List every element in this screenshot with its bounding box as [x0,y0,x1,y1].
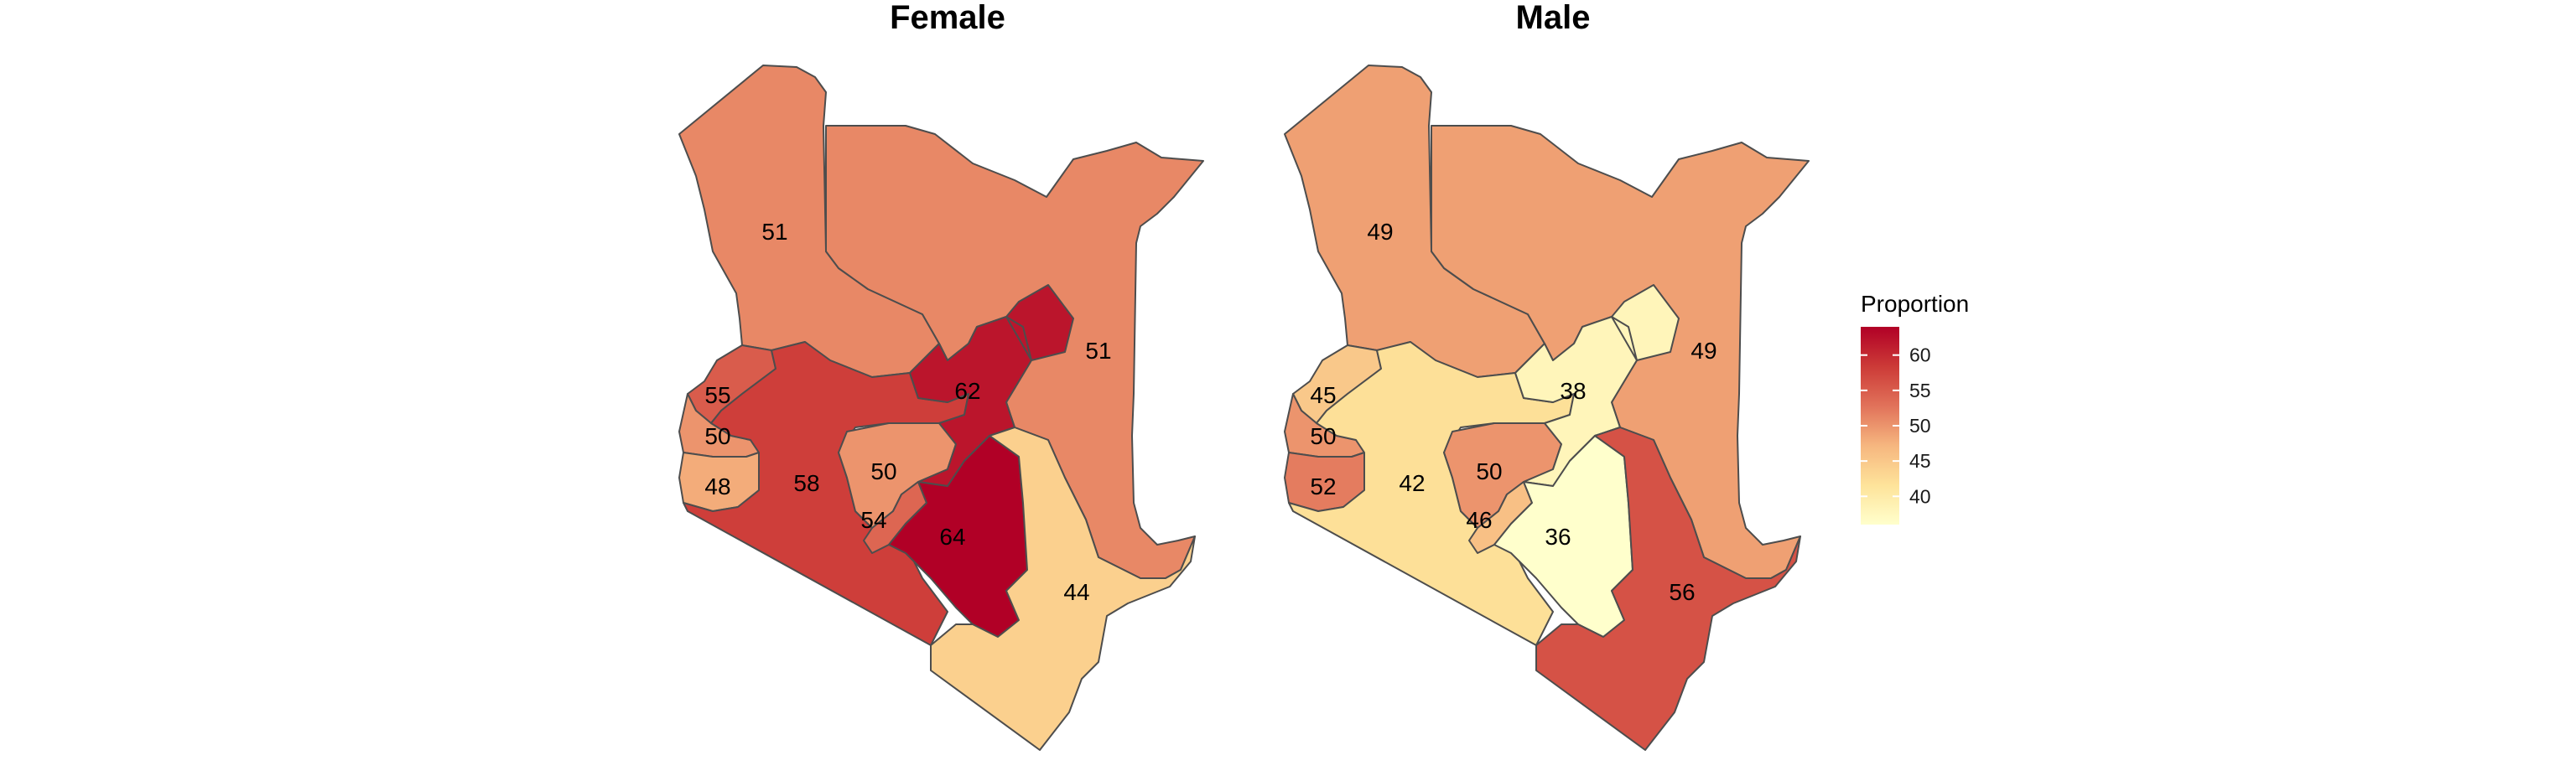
male-panel: Male 49 49 45 50 52 42 50 46 38 36 56 [1284,0,1810,751]
label-female-w2: 50 [704,423,730,449]
label-male-riftw: 42 [1399,470,1425,496]
label-male-nw: 49 [1367,219,1393,245]
label-male-nairobi_e: 36 [1545,524,1571,550]
label-male-ne: 49 [1690,338,1716,364]
legend-tick-label: 50 [1909,415,1931,437]
label-female-nw: 51 [761,219,787,245]
label-male-eastern_n: 38 [1560,378,1586,404]
label-female-w1: 55 [704,382,730,408]
legend-tick-label: 45 [1909,450,1931,472]
label-male-w1: 45 [1310,382,1336,408]
label-female-riftw: 58 [793,470,819,496]
region-male-coast [1535,427,1801,751]
legend-tick-label: 60 [1909,344,1931,366]
label-female-naivasha: 54 [860,507,886,533]
label-male-w2: 50 [1310,423,1336,449]
legend-tick-label: 55 [1909,380,1931,401]
legend-tick-label: 40 [1909,485,1931,507]
label-female-eastern_n: 62 [954,378,980,404]
label-female-ne: 51 [1085,338,1111,364]
label-female-w3: 48 [704,473,730,499]
label-male-central: 50 [1476,458,1502,484]
label-female-central: 50 [870,458,896,484]
legend: Proportion 60 55 50 45 40 [1861,291,1969,525]
female-panel: Female 51 51 55 50 48 58 50 54 62 64 44 [678,0,1204,751]
legend-ticks: 60 55 50 45 40 [1861,344,1931,507]
label-female-nairobi_e: 64 [939,524,965,550]
label-male-naivasha: 46 [1466,507,1492,533]
male-panel-title: Male [1516,0,1591,36]
label-female-coast: 44 [1063,579,1089,605]
label-male-w3: 52 [1310,473,1336,499]
label-male-coast: 56 [1669,579,1695,605]
region-female-coast [930,427,1196,751]
female-panel-title: Female [890,0,1005,36]
legend-title: Proportion [1861,291,1969,317]
